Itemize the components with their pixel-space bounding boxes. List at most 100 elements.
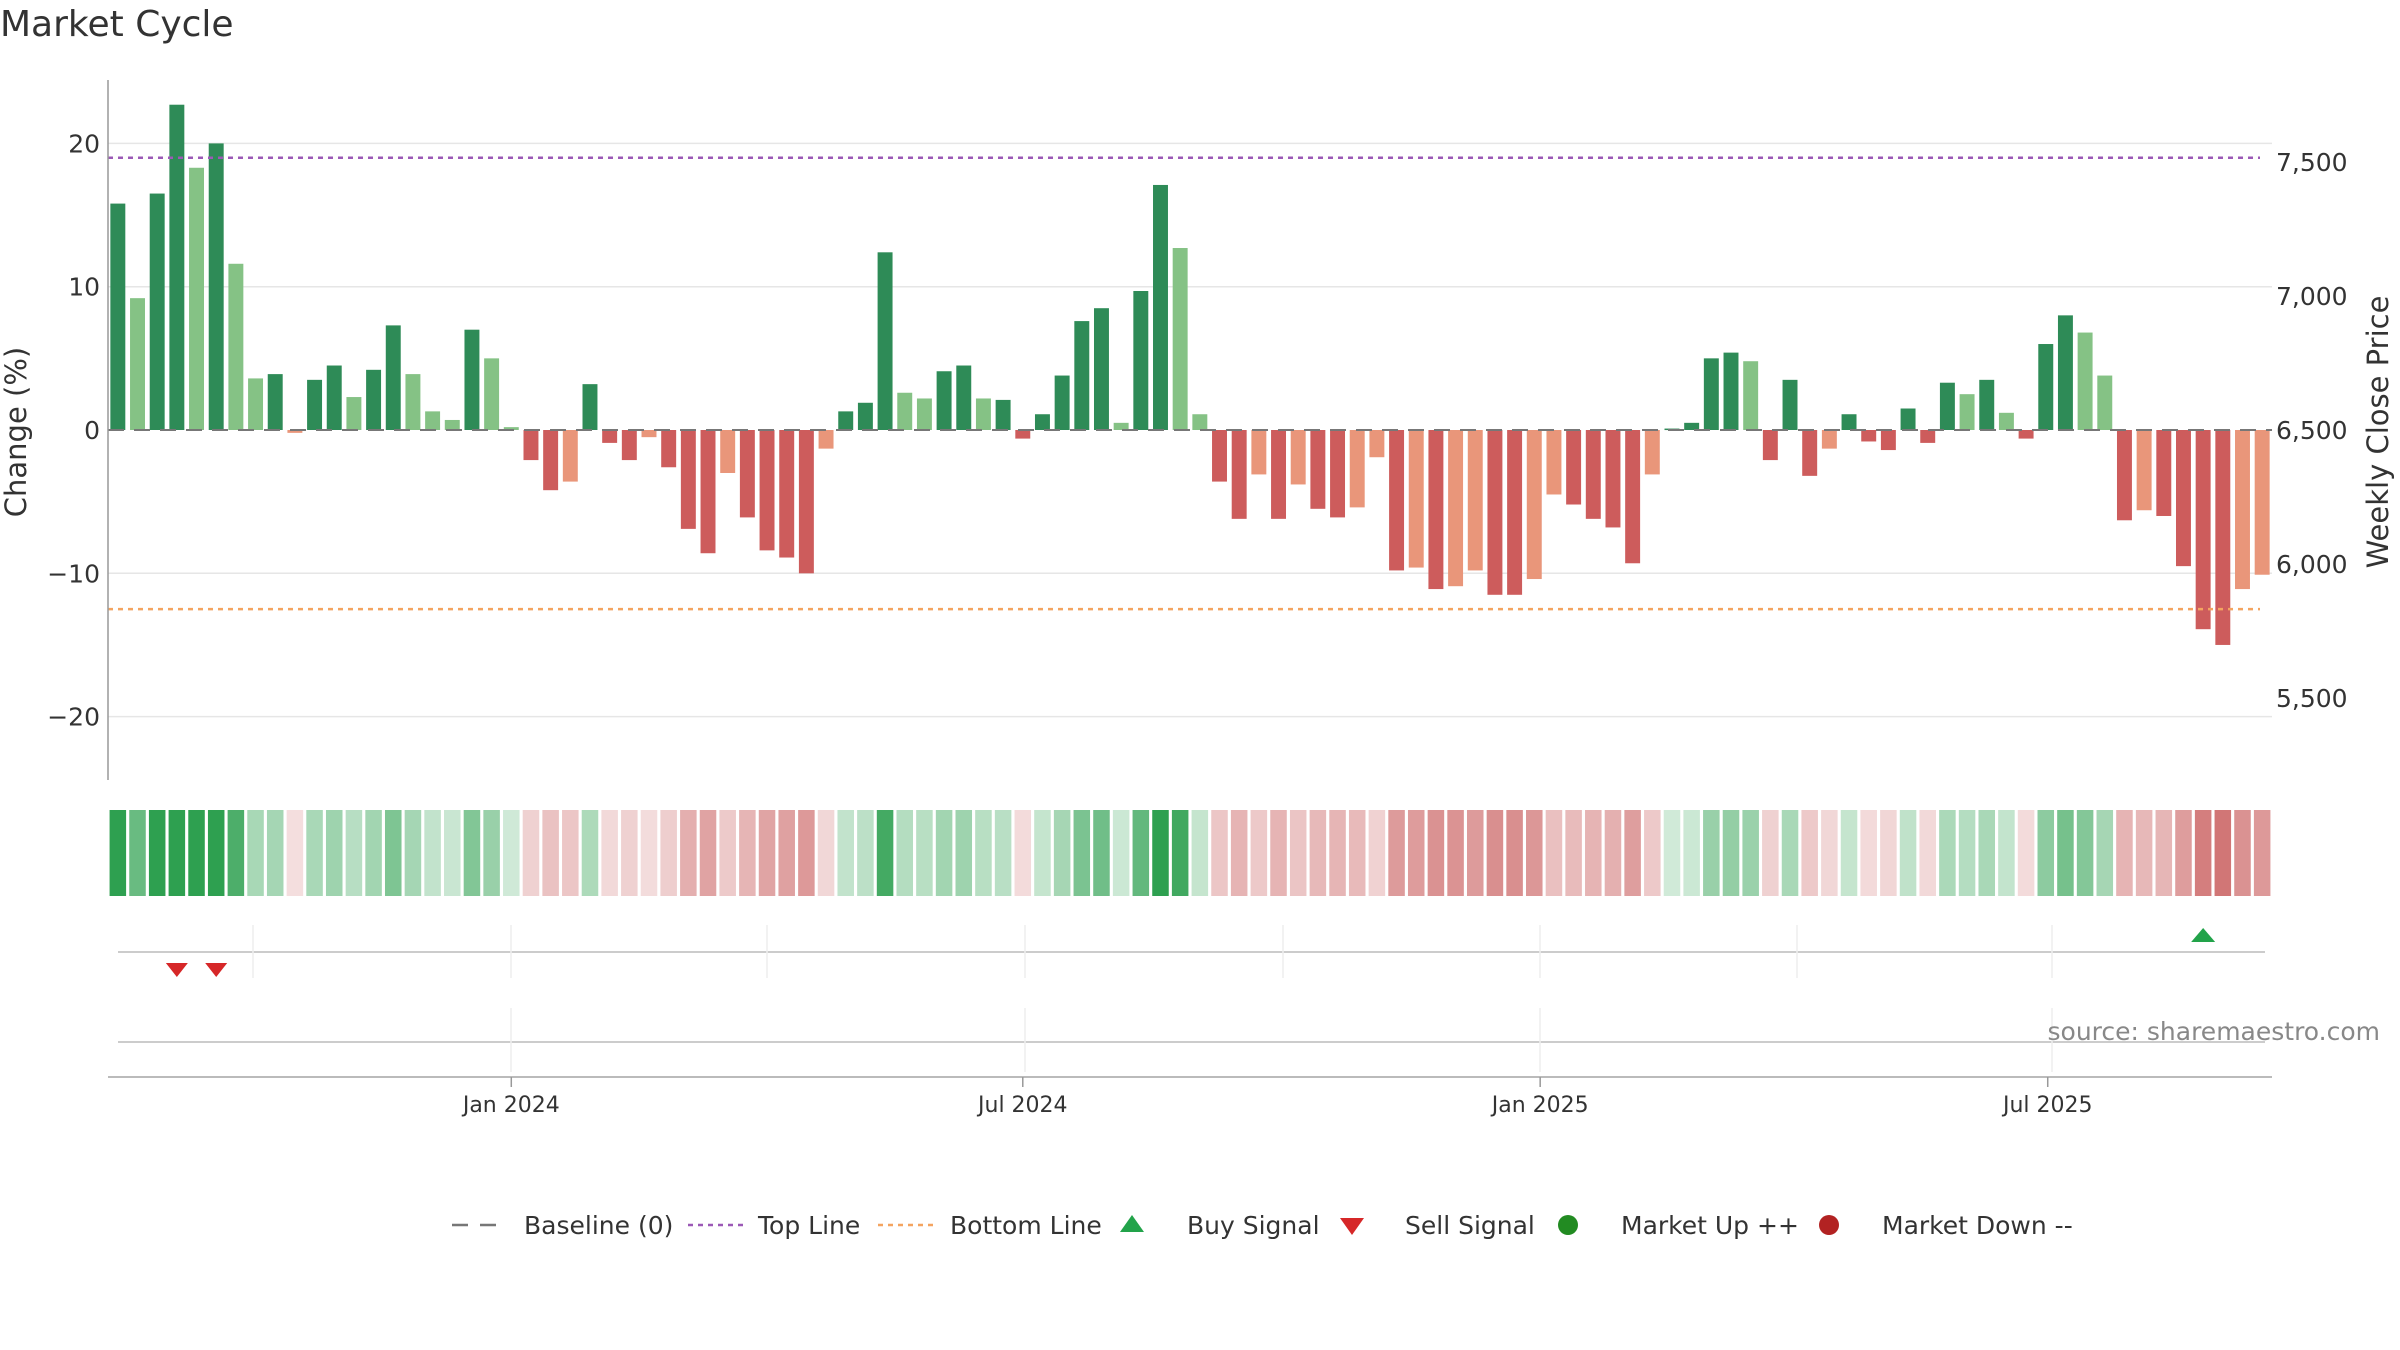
bar — [1703, 358, 1719, 430]
heat-cell — [463, 810, 481, 896]
y-right-tick-label: 5,500 — [2276, 684, 2348, 713]
heat-cell — [1663, 810, 1681, 896]
bar — [1802, 430, 1818, 476]
heat-cell — [207, 810, 225, 896]
heat-cell — [1289, 810, 1307, 896]
buy-signal-marker — [2191, 928, 2216, 942]
bar — [1841, 414, 1857, 430]
bar — [1467, 430, 1483, 571]
bar — [2195, 430, 2211, 630]
bar — [1526, 430, 1542, 580]
bar — [2175, 430, 2191, 567]
heat-cell — [994, 810, 1012, 896]
bar — [1113, 422, 1129, 430]
heat-cell — [325, 810, 343, 896]
heat-cell — [719, 810, 736, 896]
heat-cell — [522, 810, 540, 896]
y-tick-label: −20 — [47, 703, 100, 732]
heat-cell — [2017, 810, 2035, 896]
bar — [857, 402, 873, 430]
heat-cell — [1309, 810, 1327, 896]
bar — [2235, 430, 2250, 590]
bar — [562, 430, 578, 482]
sell-signal-marker — [205, 963, 228, 977]
x-tick-label: Jan 2025 — [1490, 1093, 1589, 1118]
bar — [307, 379, 323, 430]
legend-label: Bottom Line — [950, 1211, 1102, 1240]
bar — [2057, 315, 2073, 430]
heat-cell — [916, 810, 933, 896]
heat-cell — [2214, 810, 2232, 896]
bar — [228, 263, 244, 430]
legend-label: Market Up ++ — [1621, 1211, 1799, 1240]
heat-cell — [1053, 810, 1071, 896]
heat-cell — [503, 810, 520, 896]
x-tick-label: Jan 2024 — [461, 1093, 560, 1118]
bar — [248, 378, 264, 430]
heat-cell — [1526, 810, 1543, 896]
bar — [366, 369, 382, 430]
heat-cell — [306, 810, 323, 896]
heat-cell — [266, 810, 284, 896]
heat-cell — [1644, 810, 1661, 896]
heat-cell — [1939, 810, 1956, 896]
legend-triangle-down-icon — [1340, 1218, 1364, 1235]
grid-layer — [108, 142, 2272, 718]
bar — [1349, 430, 1365, 508]
bar — [680, 430, 696, 529]
heat-cell — [817, 810, 835, 896]
legend: Baseline (0) Top Line Bottom Line Buy Signa… — [452, 1211, 2073, 1240]
heat-cell — [1093, 810, 1110, 896]
y-right-tick-label: 7,000 — [2276, 282, 2348, 311]
heat-cell — [424, 810, 441, 896]
bar — [1507, 430, 1523, 595]
heat-cell — [2037, 810, 2055, 896]
bar — [1920, 430, 1936, 443]
heat-cell — [660, 810, 677, 896]
bar — [1310, 430, 1326, 509]
y-tick-label: −10 — [47, 559, 100, 588]
heat-cell — [1919, 810, 1936, 896]
bar — [2254, 430, 2270, 575]
heat-cell — [1722, 810, 1740, 896]
bar — [1034, 414, 1050, 430]
y-axis-right-title: Weekly Close Price — [2361, 296, 2395, 569]
bar — [759, 430, 775, 551]
heat-cell — [168, 810, 186, 896]
bar — [995, 399, 1011, 430]
heat-cell — [1073, 810, 1091, 896]
bar — [346, 397, 362, 430]
legend-circle-green-icon — [1558, 1215, 1578, 1235]
heat-cell — [1683, 810, 1700, 896]
y-tick-label: 20 — [68, 129, 100, 158]
heat-cell — [562, 810, 579, 896]
bar — [1605, 430, 1621, 528]
bar — [1979, 379, 1995, 430]
heat-cell — [542, 810, 559, 896]
bar — [1998, 412, 2014, 430]
legend-label: Baseline (0) — [524, 1211, 673, 1240]
bar — [1054, 375, 1070, 430]
bar — [1566, 430, 1582, 505]
heat-cell — [404, 810, 422, 896]
heat-cell — [1860, 810, 1877, 896]
heat-cell — [640, 810, 658, 896]
heat-cell — [1230, 810, 1248, 896]
market-panel — [118, 1008, 2265, 1072]
bar — [661, 430, 677, 468]
bar — [641, 430, 657, 438]
x-axis: Jan 2024 Jul 2024 Jan 2025 Jul 2025 — [108, 1076, 2272, 1118]
y-tick-label: 0 — [84, 416, 100, 445]
bar — [1271, 430, 1287, 519]
heat-cell — [1585, 810, 1602, 896]
bar — [2215, 430, 2231, 645]
bar — [130, 298, 145, 430]
bar — [975, 398, 991, 430]
bar — [2038, 344, 2054, 430]
legend-label: Market Down -- — [1882, 1211, 2073, 1240]
heat-cell — [444, 810, 461, 896]
bar — [1880, 430, 1896, 451]
heat-cell — [935, 810, 953, 896]
heat-cell — [1270, 810, 1287, 896]
heat-cell — [581, 810, 599, 896]
